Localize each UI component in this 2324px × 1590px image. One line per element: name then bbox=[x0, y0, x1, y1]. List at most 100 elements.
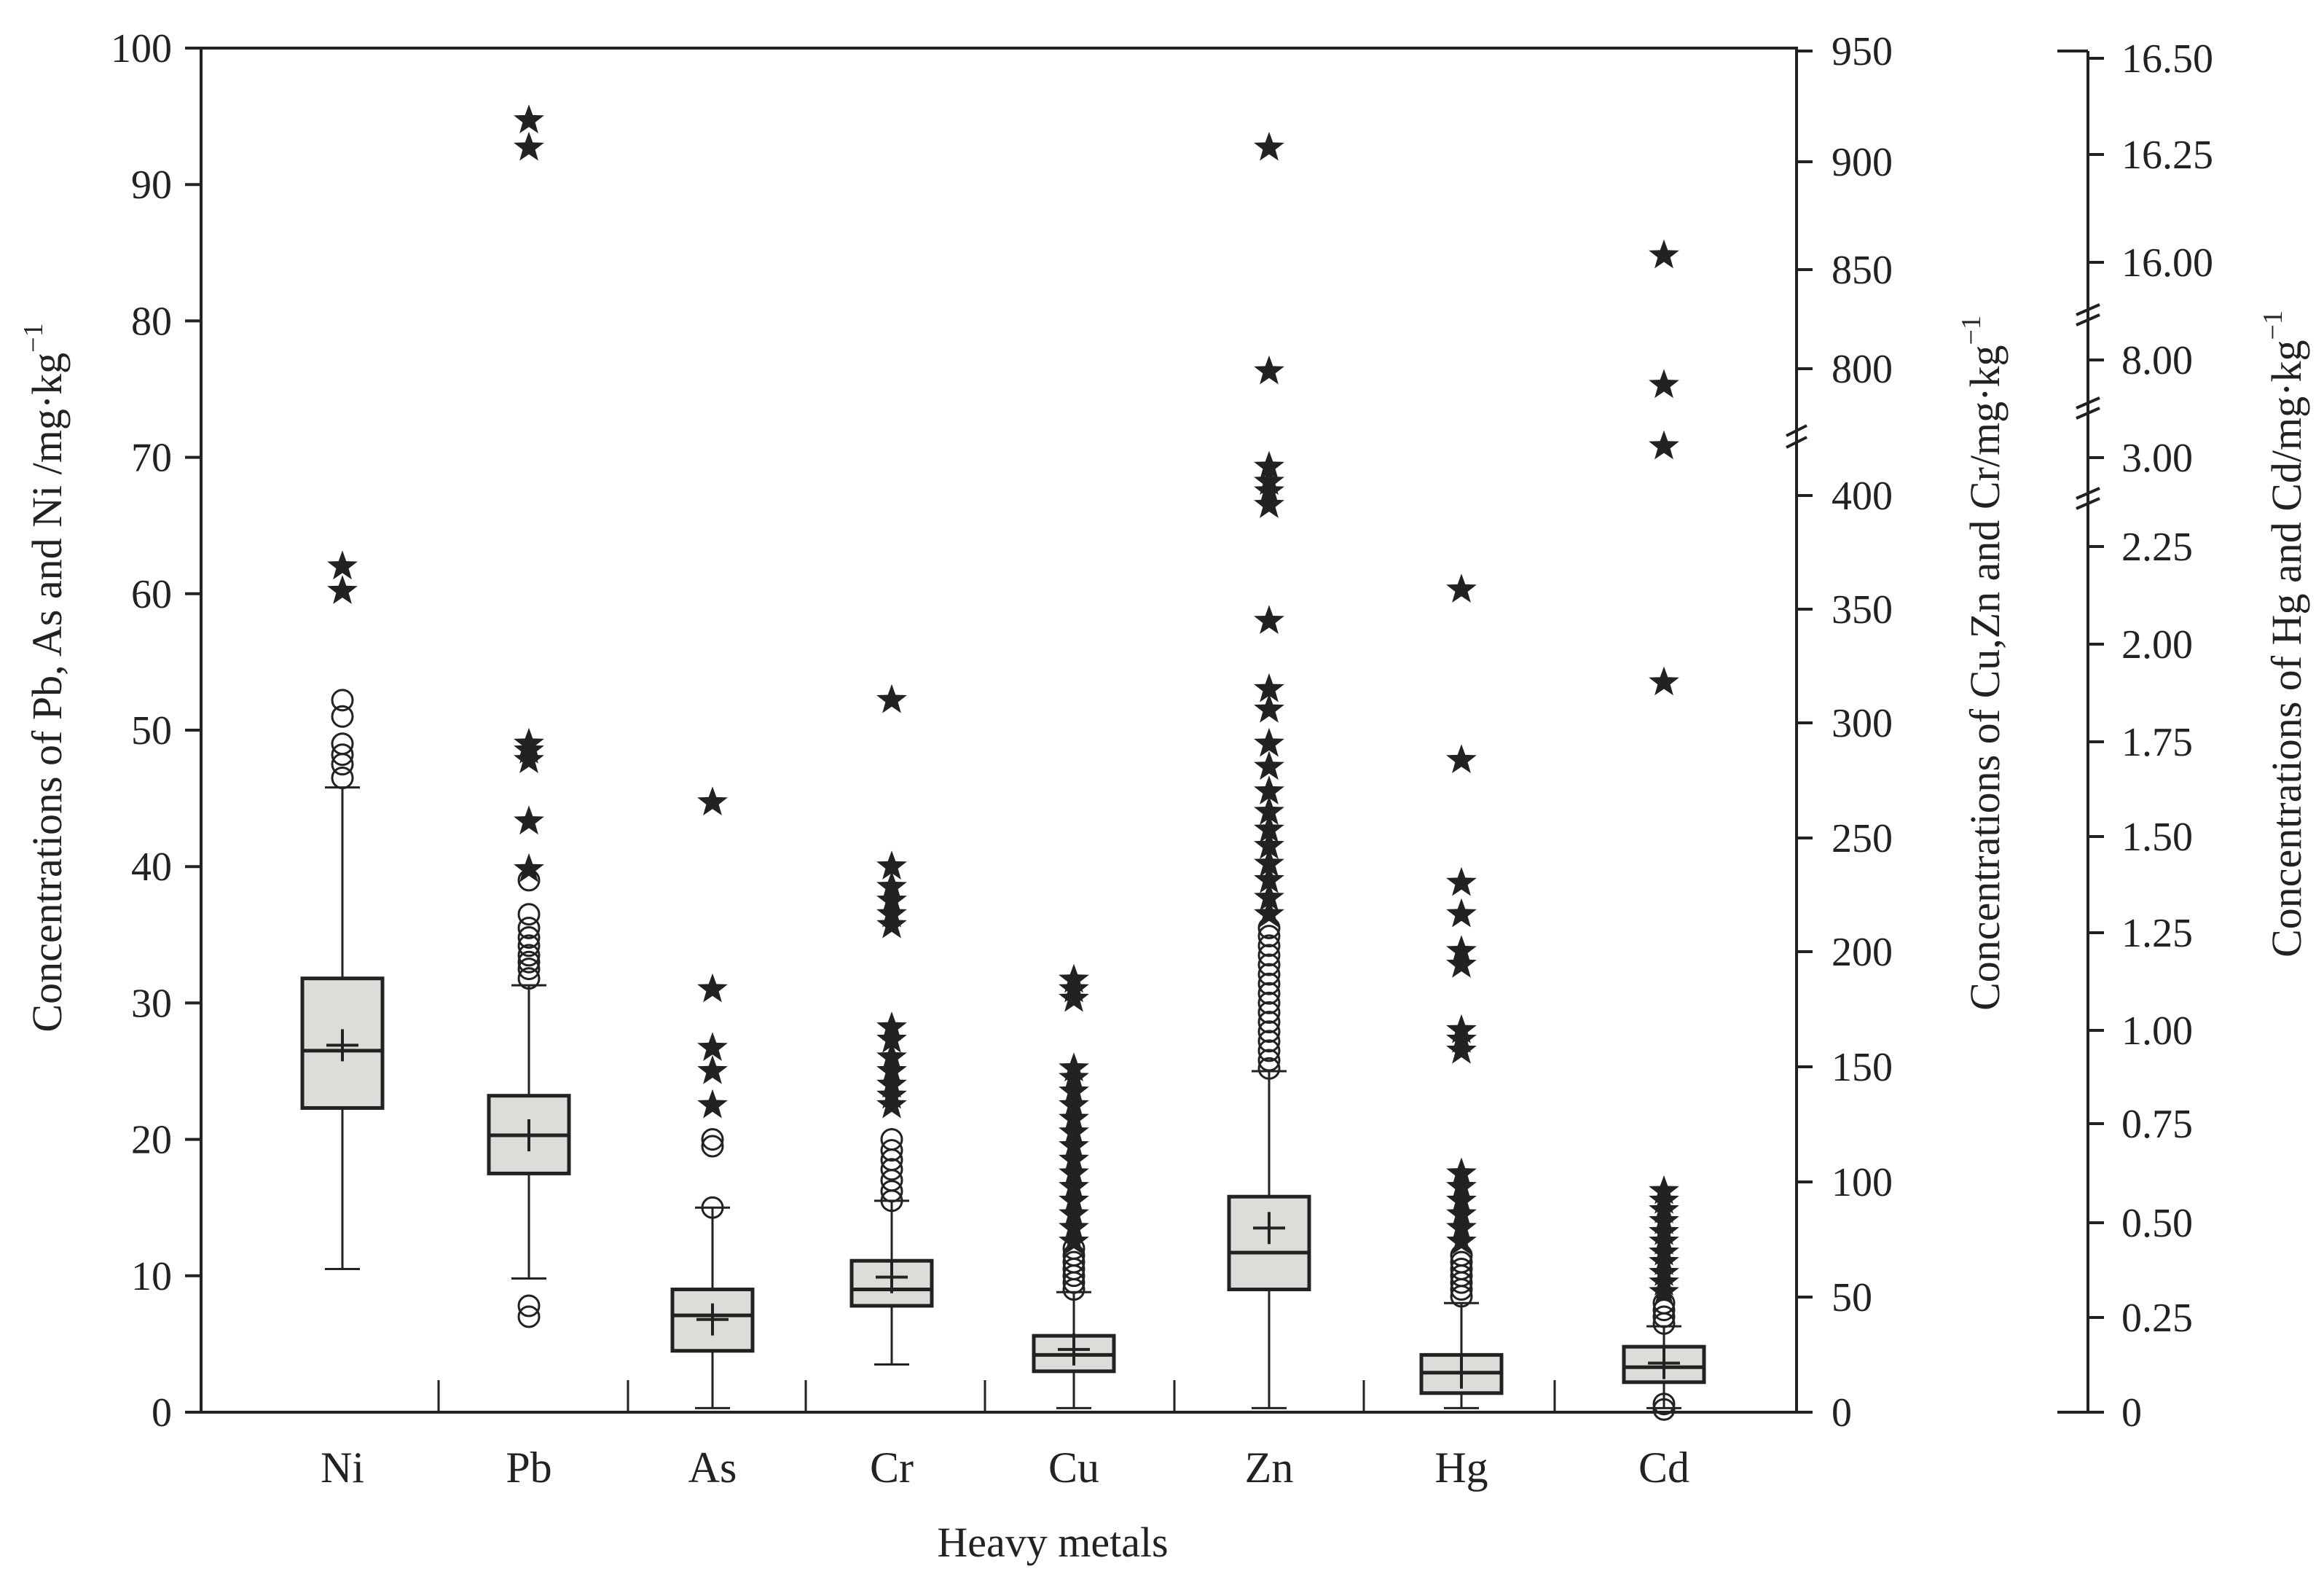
extreme-outlier-point bbox=[1059, 1116, 1089, 1145]
mild-outlier-point bbox=[331, 705, 354, 728]
mild-outlier-point bbox=[1257, 1039, 1281, 1062]
extreme-outlier-point bbox=[1446, 866, 1477, 896]
y-axis-label-right1: Concentrations of Cu,Zn and Cr/mg·kg−1 bbox=[1956, 316, 2009, 1011]
y-axis-label-right2: Concentrations of Hg and Cd/mg·kg−1 bbox=[2258, 310, 2310, 957]
right2-tick-label: 0.75 bbox=[2121, 1102, 2193, 1147]
mild-outlier-point bbox=[517, 916, 541, 939]
extreme-outlier-point bbox=[1254, 450, 1284, 480]
right2-tick-label: 0 bbox=[2121, 1390, 2142, 1436]
extreme-outlier-point bbox=[327, 575, 358, 604]
extreme-outlier-point bbox=[1649, 666, 1679, 696]
x-tick-label-zn: Zn bbox=[1245, 1444, 1294, 1492]
mild-outlier-point bbox=[517, 967, 541, 990]
mild-outlier-point bbox=[880, 1180, 903, 1203]
mild-outlier-point bbox=[1257, 1057, 1281, 1080]
extreme-outlier-point bbox=[1254, 605, 1284, 634]
box-ni bbox=[300, 550, 385, 1270]
extreme-outlier-point bbox=[1254, 489, 1284, 518]
right1-tick-label: 300 bbox=[1832, 701, 1893, 746]
extreme-outlier-point bbox=[1446, 898, 1477, 928]
right1-tick-label: 900 bbox=[1832, 140, 1893, 185]
extreme-outlier-point bbox=[1254, 673, 1284, 702]
extreme-outlier-point bbox=[1059, 1226, 1089, 1255]
left-tick-label: 90 bbox=[131, 162, 172, 208]
extreme-outlier-point bbox=[1649, 239, 1679, 269]
extreme-outlier-point bbox=[1059, 1089, 1089, 1119]
extreme-outlier-point bbox=[1649, 1226, 1679, 1255]
extreme-outlier-point bbox=[876, 1041, 907, 1071]
right2-tick-label: 1.50 bbox=[2121, 815, 2193, 860]
extreme-outlier-point bbox=[1254, 882, 1284, 912]
extreme-outlier-point bbox=[1254, 796, 1284, 826]
extreme-outlier-point bbox=[1649, 1237, 1679, 1266]
x-tick-label-ni: Ni bbox=[321, 1444, 364, 1492]
right1-tick-label: 150 bbox=[1832, 1045, 1893, 1090]
extreme-outlier-point bbox=[1059, 973, 1089, 1003]
mild-outlier-point bbox=[1257, 1030, 1281, 1053]
extreme-outlier-point bbox=[697, 786, 728, 815]
left-tick-label: 80 bbox=[131, 299, 172, 344]
extreme-outlier-point bbox=[1649, 430, 1679, 460]
mild-outlier-point bbox=[1450, 1250, 1473, 1274]
extreme-outlier-point bbox=[876, 1089, 907, 1119]
right1-tick-label: 800 bbox=[1832, 347, 1893, 392]
extreme-outlier-point bbox=[876, 1055, 907, 1084]
mild-outlier-point bbox=[1257, 963, 1281, 986]
extreme-outlier-point bbox=[1254, 775, 1284, 804]
extreme-outlier-point bbox=[1254, 813, 1284, 843]
mild-outlier-point bbox=[1257, 944, 1281, 967]
x-tick-label-cu: Cu bbox=[1048, 1444, 1099, 1492]
plot-frame bbox=[200, 47, 1798, 1414]
right1-tick-label: 850 bbox=[1832, 248, 1893, 293]
right1-tick-label: 0 bbox=[1832, 1390, 1852, 1436]
y-right1-exponent: −1 bbox=[1956, 316, 1987, 345]
right2-break-mark bbox=[2076, 487, 2100, 500]
right2-break-mark bbox=[2076, 407, 2100, 420]
right2-tick-label: 16.25 bbox=[2121, 133, 2213, 178]
extreme-outlier-point bbox=[876, 1011, 907, 1041]
extreme-outlier-point bbox=[1059, 1212, 1089, 1242]
extreme-outlier-point bbox=[1059, 1076, 1089, 1105]
extreme-outlier-point bbox=[876, 885, 907, 914]
right2-break-mark bbox=[2076, 497, 2100, 510]
box-hg bbox=[1419, 573, 1504, 1409]
left-tick-label: 60 bbox=[131, 572, 172, 617]
mild-outlier-point bbox=[701, 1135, 724, 1158]
extreme-outlier-point bbox=[1254, 475, 1284, 505]
extreme-outlier-point bbox=[1059, 1157, 1089, 1187]
extreme-outlier-point bbox=[1254, 727, 1284, 757]
left-tick-label: 0 bbox=[152, 1390, 172, 1436]
right2-tick-label: 16.00 bbox=[2121, 240, 2213, 286]
extreme-outlier-point bbox=[1446, 573, 1477, 603]
y-right2-exponent: −1 bbox=[2258, 310, 2288, 340]
extreme-outlier-point bbox=[1446, 1212, 1477, 1242]
extreme-outlier-point bbox=[1446, 949, 1477, 978]
mild-outlier-point bbox=[1257, 1020, 1281, 1043]
left-tick-label: 70 bbox=[131, 436, 172, 481]
extreme-outlier-point bbox=[876, 1079, 907, 1109]
extreme-outlier-point bbox=[697, 1032, 728, 1061]
right1-break-mark bbox=[1786, 436, 1807, 449]
box-cd bbox=[1622, 239, 1706, 1421]
mild-outlier-point bbox=[1652, 1393, 1676, 1416]
extreme-outlier-point bbox=[1254, 898, 1284, 928]
left-axis: 0 10 20 30 40 50 60 70 80 90 100 bbox=[111, 26, 201, 1436]
mild-outlier-point bbox=[1257, 925, 1281, 948]
mild-outlier-point bbox=[1450, 1257, 1473, 1280]
mild-outlier-point bbox=[1257, 934, 1281, 957]
extreme-outlier-point bbox=[1059, 963, 1089, 993]
box-pb bbox=[487, 104, 571, 1328]
extreme-outlier-point bbox=[697, 1089, 728, 1119]
mild-outlier-point bbox=[1257, 991, 1281, 1014]
mild-outlier-point bbox=[1257, 1011, 1281, 1034]
extreme-outlier-point bbox=[876, 1023, 907, 1053]
right1-tick-label: 350 bbox=[1832, 587, 1893, 633]
x-tick-label-cr: Cr bbox=[870, 1444, 914, 1492]
extreme-outlier-point bbox=[876, 871, 907, 901]
mild-outlier-point bbox=[1257, 1049, 1281, 1072]
y-axis-label-left: Concentrations of Pb, As and Ni /mg·kg−1 bbox=[18, 323, 71, 1032]
right1-tick-label: 200 bbox=[1832, 930, 1893, 975]
extreme-outlier-point bbox=[514, 104, 544, 133]
mild-outlier-point bbox=[331, 767, 354, 790]
mild-outlier-point bbox=[331, 743, 354, 767]
